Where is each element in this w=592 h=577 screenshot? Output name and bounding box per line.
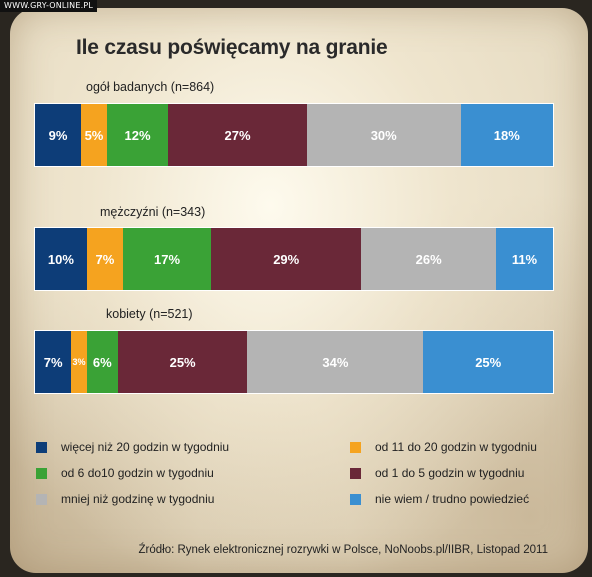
bar-segment: 12% (106, 104, 169, 166)
data-label: 27% (224, 127, 251, 143)
data-label: 5% (84, 127, 104, 143)
bar-segment: 7% (86, 228, 124, 290)
legend-swatch (350, 467, 361, 479)
data-label: 3% (72, 357, 86, 367)
bar-segment: 25% (423, 331, 553, 393)
group-label: kobiety (n=521) (106, 307, 193, 321)
bar-segment: 25% (117, 331, 248, 393)
legend-item: nie wiem / trudno powiedzieć (350, 492, 529, 506)
legend-swatch (36, 493, 47, 505)
bar-segment: 34% (247, 331, 424, 393)
bar-segment: 10% (35, 228, 87, 290)
bar-segment: 3% (71, 331, 87, 393)
data-label: 6% (92, 354, 112, 370)
legend-item: mniej niż godzinę w tygodniu (36, 492, 214, 506)
bar-segment: 26% (361, 228, 496, 290)
data-label: 17% (154, 251, 181, 267)
data-label: 12% (124, 127, 151, 143)
data-label: 25% (169, 354, 196, 370)
legend-swatch (350, 441, 361, 453)
bar-segment: 6% (86, 331, 118, 393)
source-note: Źródło: Rynek elektronicznej rozrywki w … (138, 544, 549, 556)
legend-swatch (350, 493, 361, 505)
legend-label: od 6 do10 godzin w tygodniu (61, 466, 214, 480)
legend-label: od 1 do 5 godzin w tygodniu (375, 466, 525, 480)
legend-label: mniej niż godzinę w tygodniu (61, 492, 215, 506)
stacked-bar: 9% 5% 12% 27% 30% 18% (34, 103, 554, 167)
legend-swatch (36, 467, 47, 479)
data-label: 25% (475, 354, 502, 370)
legend-item: od 11 do 20 godzin w tygodniu (350, 440, 537, 454)
legend-item: więcej niż 20 godzin w tygodniu (36, 440, 229, 454)
legend-label: nie wiem / trudno powiedzieć (375, 492, 530, 506)
legend-item: od 6 do10 godzin w tygodniu (36, 466, 214, 480)
stacked-bar: 7% 3% 6% 25% 34% 25% (34, 330, 554, 394)
data-label: 7% (43, 354, 63, 370)
bar-segment: 18% (460, 104, 553, 166)
bar-segment: 5% (81, 104, 107, 166)
data-label: 29% (273, 251, 300, 267)
data-label: 34% (322, 354, 349, 370)
data-label: 11% (511, 251, 538, 267)
data-label: 9% (48, 127, 68, 143)
bar-segment: 30% (306, 104, 461, 166)
bar-segment: 17% (123, 228, 212, 290)
bar-segment: 27% (168, 104, 307, 166)
legend-label: więcej niż 20 godzin w tygodniu (61, 440, 230, 454)
chart-title: Ile czasu poświęcamy na granie (76, 36, 388, 59)
data-label: 26% (415, 251, 442, 267)
bar-segment: 9% (35, 104, 82, 166)
data-label: 18% (493, 127, 520, 143)
legend-swatch (36, 441, 47, 453)
group-label: mężczyźni (n=343) (100, 205, 206, 219)
data-label: 10% (47, 251, 74, 267)
site-watermark: WWW.GRY-ONLINE.PL (0, 0, 98, 12)
data-label: 30% (370, 127, 397, 143)
legend-label: od 11 do 20 godzin w tygodniu (375, 440, 537, 454)
stacked-bar: 10% 7% 17% 29% 26% 11% (34, 227, 554, 291)
bar-segment: 11% (495, 228, 553, 290)
bar-segment: 29% (211, 228, 362, 290)
group-label: ogół badanych (n=864) (86, 80, 215, 94)
bar-segment: 7% (35, 331, 72, 393)
legend-item: od 1 do 5 godzin w tygodniu (350, 466, 524, 480)
data-label: 7% (95, 251, 115, 267)
